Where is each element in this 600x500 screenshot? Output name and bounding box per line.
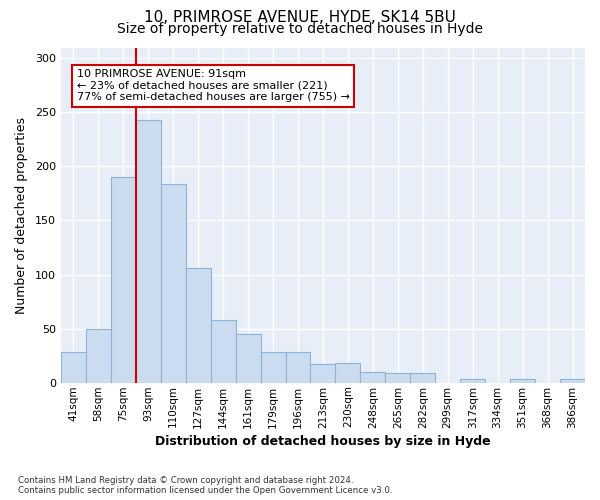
Bar (560, 380, 585, 382)
Bar (186, 268, 211, 382)
Bar (260, 352, 286, 382)
Bar (211, 320, 236, 382)
Bar (385, 373, 410, 382)
Bar (460, 380, 485, 382)
Bar (286, 352, 310, 382)
Y-axis label: Number of detached properties: Number of detached properties (15, 116, 28, 314)
Bar (86, 328, 111, 382)
Bar (161, 184, 186, 382)
Bar (361, 372, 385, 382)
Bar (310, 364, 335, 382)
X-axis label: Distribution of detached houses by size in Hyde: Distribution of detached houses by size … (155, 434, 491, 448)
Text: 10 PRIMROSE AVENUE: 91sqm
← 23% of detached houses are smaller (221)
77% of semi: 10 PRIMROSE AVENUE: 91sqm ← 23% of detac… (77, 70, 350, 102)
Bar (410, 373, 435, 382)
Bar (335, 363, 361, 382)
Bar (136, 120, 161, 382)
Text: 10, PRIMROSE AVENUE, HYDE, SK14 5BU: 10, PRIMROSE AVENUE, HYDE, SK14 5BU (144, 10, 456, 25)
Text: Contains HM Land Registry data © Crown copyright and database right 2024.
Contai: Contains HM Land Registry data © Crown c… (18, 476, 392, 495)
Text: Size of property relative to detached houses in Hyde: Size of property relative to detached ho… (117, 22, 483, 36)
Bar (61, 352, 86, 382)
Bar (111, 177, 136, 382)
Bar (510, 380, 535, 382)
Bar (236, 334, 260, 382)
